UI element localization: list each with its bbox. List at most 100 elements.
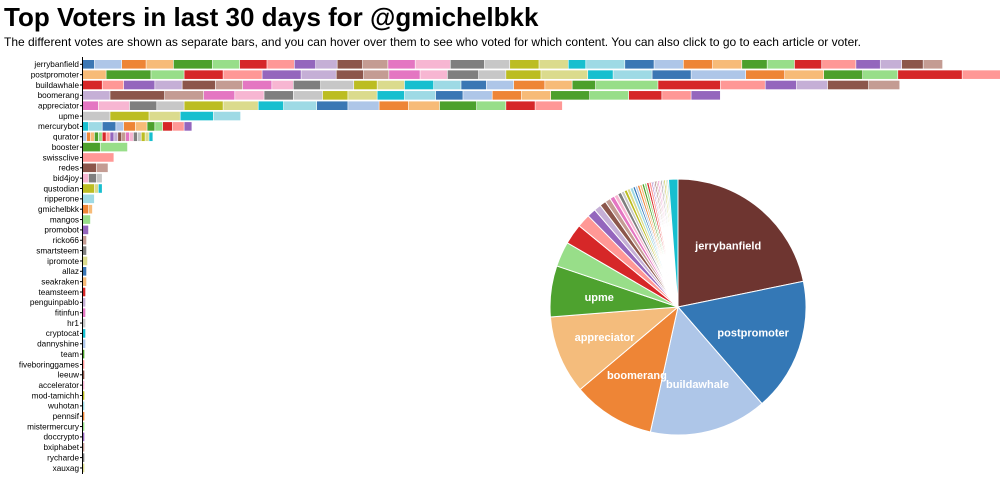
bar-segment-smartsteem[interactable] bbox=[83, 246, 87, 255]
bar-segment-jerrybanfield[interactable] bbox=[484, 60, 510, 69]
bar-segment-jerrybanfield[interactable] bbox=[294, 60, 316, 69]
bar-segment-jerrybanfield[interactable] bbox=[586, 60, 625, 69]
bar-segment-postpromoter[interactable] bbox=[301, 70, 336, 79]
bar-segment-upme[interactable] bbox=[83, 111, 110, 121]
bar-segment-mod-tamichh[interactable] bbox=[83, 391, 85, 400]
bar-segment-jerrybanfield[interactable] bbox=[510, 60, 539, 69]
bar-segment-penguinpablo[interactable] bbox=[83, 298, 86, 307]
bar-segment-qurator[interactable] bbox=[149, 132, 153, 142]
bar-segment-buildawhale[interactable] bbox=[404, 80, 434, 90]
bar-segment-hr1[interactable] bbox=[83, 318, 86, 328]
bar-segment-boomerang[interactable] bbox=[463, 91, 492, 100]
bar-segment-jerrybanfield[interactable] bbox=[316, 60, 337, 69]
bar-segment-jerrybanfield[interactable] bbox=[767, 60, 795, 69]
bar-segment-jerrybanfield[interactable] bbox=[794, 60, 822, 69]
bar-segment-qurator[interactable] bbox=[129, 132, 134, 142]
bar-segment-jerrybanfield[interactable] bbox=[173, 60, 213, 69]
bar-segment-postpromoter[interactable] bbox=[262, 70, 301, 79]
bar-segment-qurator[interactable] bbox=[94, 132, 98, 142]
pie-slice-xauxag[interactable] bbox=[667, 178, 679, 308]
bar-segment-buildawhale[interactable] bbox=[155, 80, 182, 90]
bar-segment-mercurybot[interactable] bbox=[172, 122, 184, 131]
bar-segment-jerrybanfield[interactable] bbox=[362, 60, 388, 69]
bar-segment-mercurybot[interactable] bbox=[102, 122, 116, 131]
bar-segment-buildawhale[interactable] bbox=[293, 80, 321, 90]
bar-segment-qurator[interactable] bbox=[141, 132, 145, 142]
bar-segment-fitinfun[interactable] bbox=[83, 308, 86, 317]
bar-segment-buildawhale[interactable] bbox=[486, 80, 514, 90]
bar-segment-jerrybanfield[interactable] bbox=[267, 60, 294, 69]
bar-segment-jerrybanfield[interactable] bbox=[625, 60, 654, 69]
bar-segment-qurator[interactable] bbox=[98, 132, 102, 142]
bar-segment-boomerang[interactable] bbox=[110, 91, 165, 100]
bar-segment-bid4joy[interactable] bbox=[83, 173, 89, 183]
bar-segment-postpromoter[interactable] bbox=[336, 70, 364, 79]
bar-segment-appreciator[interactable] bbox=[98, 101, 130, 110]
bar-segment-qurator[interactable] bbox=[125, 132, 130, 142]
bar-segment-boomerang[interactable] bbox=[83, 91, 110, 100]
bar-segment-postpromoter[interactable] bbox=[447, 70, 479, 79]
bar-segment-jerrybanfield[interactable] bbox=[415, 60, 450, 69]
pie-slice-jerrybanfield[interactable] bbox=[677, 178, 804, 308]
bar-segment-appreciator[interactable] bbox=[129, 101, 157, 110]
bar-segment-jerrybanfield[interactable] bbox=[146, 60, 174, 69]
bar-segment-qurator[interactable] bbox=[137, 132, 141, 142]
pie-slice-boomerang[interactable] bbox=[579, 305, 679, 433]
bar-segment-boomerang[interactable] bbox=[235, 91, 264, 100]
bar-segment-qurator[interactable] bbox=[110, 132, 114, 142]
bar-segment-buildawhale[interactable] bbox=[354, 80, 377, 90]
bar-segment-jerrybanfield[interactable] bbox=[122, 60, 146, 69]
bar-segment-pennsif[interactable] bbox=[83, 411, 85, 421]
bar-segment-postpromoter[interactable] bbox=[962, 70, 1000, 79]
bar-segment-jerrybanfield[interactable] bbox=[212, 60, 240, 69]
bar-segment-upme[interactable] bbox=[213, 111, 241, 121]
bar-segment-redes[interactable] bbox=[83, 163, 97, 173]
bar-segment-buildawhale[interactable] bbox=[720, 80, 765, 90]
bar-segment-ricko66[interactable] bbox=[83, 235, 87, 245]
bar-segment-postpromoter[interactable] bbox=[106, 70, 151, 79]
bar-segment-mercurybot[interactable] bbox=[83, 122, 89, 131]
bar-segment-buildawhale[interactable] bbox=[765, 80, 797, 90]
bar-segment-boomerang[interactable] bbox=[404, 91, 436, 100]
bar-segment-postpromoter[interactable] bbox=[652, 70, 691, 79]
bar-segment-boomerang[interactable] bbox=[521, 91, 551, 100]
bar-segment-buildawhale[interactable] bbox=[215, 80, 243, 90]
bar-segment-boomerang[interactable] bbox=[691, 91, 721, 100]
bar-segment-qurator[interactable] bbox=[86, 132, 91, 142]
bar-segment-qurator[interactable] bbox=[145, 132, 149, 142]
bar-segment-boomerang[interactable] bbox=[348, 91, 377, 100]
bar-segment-postpromoter[interactable] bbox=[863, 70, 898, 79]
bar-segment-xauxag[interactable] bbox=[83, 463, 85, 473]
bar-segment-upme[interactable] bbox=[149, 111, 180, 121]
bar-segment-mercurybot[interactable] bbox=[116, 122, 124, 131]
bar-segment-jerrybanfield[interactable] bbox=[94, 60, 122, 69]
bar-segment-jerrybanfield[interactable] bbox=[822, 60, 856, 69]
bar-segment-appreciator[interactable] bbox=[535, 101, 563, 110]
bar-segment-upme[interactable] bbox=[110, 111, 149, 121]
bar-segment-buildawhale[interactable] bbox=[272, 80, 293, 90]
bar-segment-bid4joy[interactable] bbox=[88, 173, 97, 183]
bar-segment-mercurybot[interactable] bbox=[135, 122, 147, 131]
bar-segment-upme[interactable] bbox=[180, 111, 214, 121]
bar-segment-boomerang[interactable] bbox=[322, 91, 348, 100]
bar-segment-buildawhale[interactable] bbox=[123, 80, 155, 90]
bar-segment-appreciator[interactable] bbox=[476, 101, 506, 110]
bar-segment-appreciator[interactable] bbox=[379, 101, 409, 110]
bar-segment-postpromoter[interactable] bbox=[506, 70, 541, 79]
bar-segment-mistermercury[interactable] bbox=[83, 422, 85, 431]
bar-segment-postpromoter[interactable] bbox=[83, 70, 106, 79]
bar-segment-qustodian[interactable] bbox=[94, 184, 98, 193]
bar-segment-postpromoter[interactable] bbox=[223, 70, 262, 79]
bar-segment-qurator[interactable] bbox=[114, 132, 118, 142]
bar-segment-buildawhale[interactable] bbox=[595, 80, 658, 90]
bar-segment-boomerang[interactable] bbox=[164, 91, 204, 100]
bar-segment-appreciator[interactable] bbox=[317, 101, 348, 110]
bar-segment-gmichelbkk[interactable] bbox=[88, 204, 93, 214]
bar-segment-buildawhale[interactable] bbox=[377, 80, 405, 90]
bar-segment-buildawhale[interactable] bbox=[320, 80, 354, 90]
bar-segment-ripperone[interactable] bbox=[83, 194, 95, 204]
bar-segment-boomerang[interactable] bbox=[435, 91, 463, 100]
bar-segment-boomerang[interactable] bbox=[203, 91, 235, 100]
bar-segment-seakraken[interactable] bbox=[83, 277, 87, 286]
bar-segment-qurator[interactable] bbox=[90, 132, 95, 142]
